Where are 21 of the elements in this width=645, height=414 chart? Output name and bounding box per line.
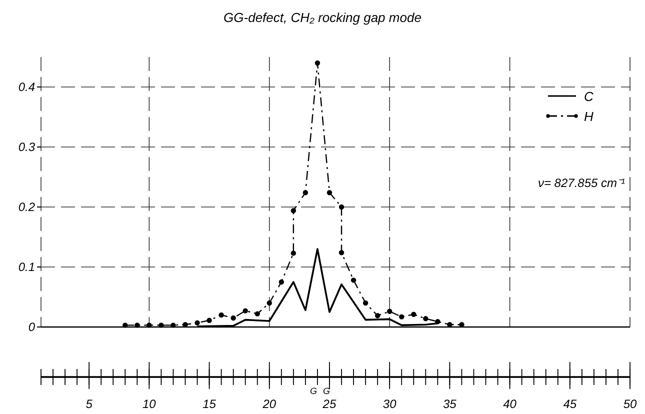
x-tick-label: 10 — [142, 397, 156, 411]
x-tick-label: 45 — [563, 397, 577, 411]
x-tick-label: 15 — [202, 397, 216, 411]
annotation: ν= 827.855 cm⁻¹ — [538, 176, 625, 190]
x-tick-label: 35 — [443, 397, 457, 411]
text: G — [310, 386, 318, 396]
x-tick-label: 50 — [623, 397, 637, 411]
legend-label: C — [584, 89, 594, 104]
x-tick-label: 25 — [322, 397, 336, 411]
x-tick-label: 5 — [86, 397, 93, 411]
text: G — [322, 386, 330, 396]
x-tick-label: 20 — [262, 397, 276, 411]
y-tick-label: 0.1 — [18, 260, 35, 274]
chart-title: GG-defect, CH₂ rocking gap mode — [224, 10, 422, 25]
y-tick-label: 0.2 — [18, 200, 36, 214]
x-tick-label: 40 — [503, 397, 517, 411]
y-tick-label: 0.3 — [18, 140, 36, 154]
x-tick-label: 30 — [382, 397, 397, 411]
y-tick-label: 0.4 — [18, 80, 36, 94]
legend-label: H — [584, 109, 594, 124]
y-tick-label: 0 — [28, 320, 36, 334]
